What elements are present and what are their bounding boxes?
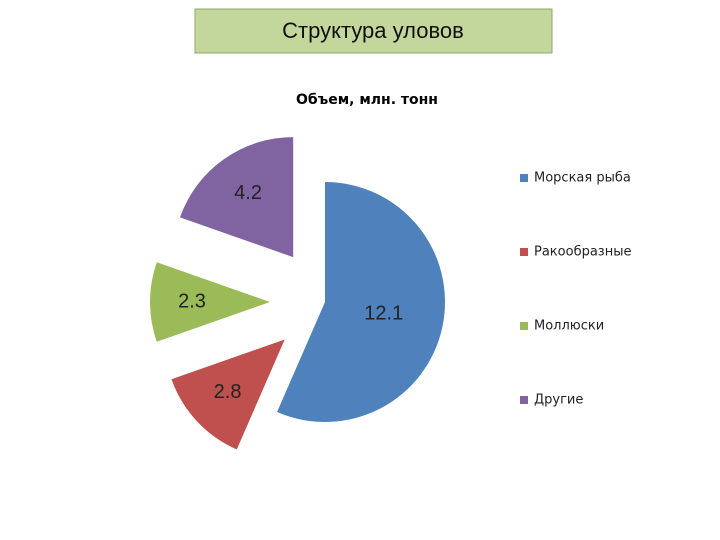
legend-swatch [520,322,528,330]
pie-slice [150,262,270,342]
legend-swatch [520,248,528,256]
pie-slice [277,182,445,422]
legend-swatch [520,396,528,404]
data-label: 2.3 [178,290,206,312]
pie-slice [179,137,294,258]
legend-label: Ракообразные [534,245,631,260]
data-label: 2.8 [214,381,242,403]
chart-title: Объем, млн. тонн [296,92,438,108]
legend-label: Морская рыба [534,171,631,186]
data-label: 4.2 [234,182,262,204]
legend-swatch [520,174,528,182]
slide-title: Структура уловов [282,18,464,43]
legend-label: Моллюски [534,319,604,334]
title-box [194,8,553,54]
data-label: 12.1 [364,303,403,325]
legend-label: Другие [534,393,583,408]
pie-slice [171,339,285,450]
